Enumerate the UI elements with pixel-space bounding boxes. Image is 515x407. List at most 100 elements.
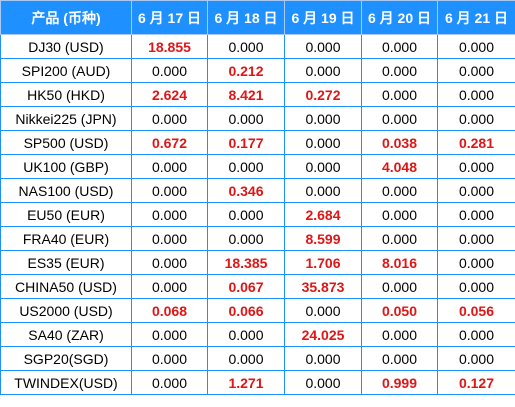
table-row: CHINA50 (USD) 0.000 0.067 35.873 0.000 0.000 (0, 274, 515, 299)
value-cell: 0.000 (284, 130, 362, 155)
product-cell: SA40 (ZAR) (0, 322, 132, 347)
value-cell: 0.000 (361, 34, 438, 59)
value-cell: 0.000 (131, 178, 208, 203)
value-cell: 0.212 (207, 58, 285, 83)
product-cell: SPI200 (AUD) (0, 58, 132, 83)
value-cell: 0.000 (284, 34, 362, 59)
value-cell: 0.000 (361, 178, 438, 203)
table-row: SPI200 (AUD) 0.000 0.212 0.000 0.000 0.000 (0, 58, 515, 83)
value-cell: 18.385 (207, 250, 285, 275)
value-cell: 0.000 (361, 346, 438, 371)
value-cell: 0.000 (207, 34, 285, 59)
value-cell: 0.672 (131, 130, 208, 155)
table-row: NAS100 (USD) 0.000 0.346 0.000 0.000 0.000 (0, 178, 515, 203)
value-cell: 1.271 (207, 370, 285, 395)
value-cell: 0.281 (437, 130, 515, 155)
value-cell: 8.016 (361, 250, 438, 275)
product-cell: UK100 (GBP) (0, 154, 132, 179)
table-row: SA40 (ZAR) 0.000 0.000 24.025 0.000 0.000 (0, 322, 515, 347)
table-row: Nikkei225 (JPN) 0.000 0.000 0.000 0.000 0.000 (0, 106, 515, 131)
value-cell: 0.000 (284, 346, 362, 371)
table-row: TWINDEX(USD) 0.000 1.271 0.000 0.999 0.127 (0, 370, 515, 395)
value-cell: 24.025 (284, 322, 362, 347)
value-cell: 0.000 (437, 154, 515, 179)
product-cell: HK50 (HKD) (0, 82, 132, 107)
value-cell: 0.000 (131, 226, 208, 251)
value-cell: 0.056 (437, 298, 515, 323)
value-cell: 0.000 (207, 346, 285, 371)
value-cell: 2.684 (284, 202, 362, 227)
value-cell: 0.000 (131, 322, 208, 347)
value-cell: 0.127 (437, 370, 515, 395)
table-row: ES35 (EUR) 0.000 18.385 1.706 8.016 0.000 (0, 250, 515, 275)
product-cell: EU50 (EUR) (0, 202, 132, 227)
value-cell: 0.000 (361, 58, 438, 83)
value-cell: 0.000 (131, 202, 208, 227)
table-row: US2000 (USD) 0.068 0.066 0.000 0.050 0.056 (0, 298, 515, 323)
product-cell: Nikkei225 (JPN) (0, 106, 132, 131)
product-cell: FRA40 (EUR) (0, 226, 132, 251)
product-cell: US2000 (USD) (0, 298, 132, 323)
value-cell: 0.000 (437, 106, 515, 131)
header-date-jun19: 6 月 19 日 (284, 0, 362, 35)
table-row: FRA40 (EUR) 0.000 0.000 8.599 0.000 0.000 (0, 226, 515, 251)
value-cell: 0.000 (437, 274, 515, 299)
value-cell: 0.000 (284, 370, 362, 395)
value-cell: 0.066 (207, 298, 285, 323)
product-cell: DJ30 (USD) (0, 34, 132, 59)
value-cell: 0.000 (361, 202, 438, 227)
value-cell: 4.048 (361, 154, 438, 179)
table-row: DJ30 (USD) 18.855 0.000 0.000 0.000 0.000 (0, 34, 515, 59)
table-row: EU50 (EUR) 0.000 0.000 2.684 0.000 0.000 (0, 202, 515, 227)
value-cell: 0.000 (437, 178, 515, 203)
value-cell: 0.000 (207, 202, 285, 227)
value-cell: 0.000 (284, 298, 362, 323)
product-cell: CHINA50 (USD) (0, 274, 132, 299)
value-cell: 0.000 (131, 58, 208, 83)
header-date-jun18: 6 月 18 日 (207, 0, 285, 35)
value-cell: 0.000 (207, 226, 285, 251)
value-cell: 0.000 (361, 274, 438, 299)
value-cell: 0.346 (207, 178, 285, 203)
value-cell: 0.067 (207, 274, 285, 299)
value-cell: 0.000 (131, 154, 208, 179)
table-body: DJ30 (USD) 18.855 0.000 0.000 0.000 0.000 SPI2… (0, 34, 515, 395)
table-row: HK50 (HKD) 2.624 8.421 0.272 0.000 0.000 (0, 82, 515, 107)
value-cell: 0.068 (131, 298, 208, 323)
value-cell: 0.000 (437, 346, 515, 371)
value-cell: 0.999 (361, 370, 438, 395)
header-row: 产品 (币种) 6 月 17 日 6 月 18 日 6 月 19 日 6 月 2… (0, 0, 515, 35)
value-cell: 0.000 (361, 226, 438, 251)
product-cell: SP500 (USD) (0, 130, 132, 155)
value-cell: 0.000 (437, 322, 515, 347)
value-cell: 0.000 (131, 346, 208, 371)
table-row: SGP20(SGD) 0.000 0.000 0.000 0.000 0.000 (0, 346, 515, 371)
table-row: UK100 (GBP) 0.000 0.000 0.000 4.048 0.000 (0, 154, 515, 179)
value-cell: 0.000 (284, 178, 362, 203)
product-cell: ES35 (EUR) (0, 250, 132, 275)
value-cell: 0.000 (207, 322, 285, 347)
value-cell: 35.873 (284, 274, 362, 299)
value-cell: 0.000 (437, 202, 515, 227)
value-cell: 0.000 (361, 322, 438, 347)
value-cell: 0.000 (284, 154, 362, 179)
value-cell: 0.050 (361, 298, 438, 323)
table-header: 产品 (币种) 6 月 17 日 6 月 18 日 6 月 19 日 6 月 2… (0, 0, 515, 35)
value-cell: 0.000 (131, 250, 208, 275)
header-date-jun17: 6 月 17 日 (131, 0, 208, 35)
value-cell: 0.000 (207, 154, 285, 179)
product-cell: SGP20(SGD) (0, 346, 132, 371)
value-cell: 0.000 (437, 34, 515, 59)
value-cell: 0.000 (131, 370, 208, 395)
table-row: SP500 (USD) 0.672 0.177 0.000 0.038 0.281 (0, 130, 515, 155)
value-cell: 0.000 (207, 106, 285, 131)
value-cell: 0.000 (437, 250, 515, 275)
value-cell: 0.000 (437, 58, 515, 83)
value-cell: 8.421 (207, 82, 285, 107)
value-cell: 0.177 (207, 130, 285, 155)
value-cell: 0.000 (131, 106, 208, 131)
value-cell: 18.855 (131, 34, 208, 59)
value-cell: 0.000 (437, 82, 515, 107)
value-cell: 0.000 (361, 106, 438, 131)
value-cell: 0.000 (361, 82, 438, 107)
